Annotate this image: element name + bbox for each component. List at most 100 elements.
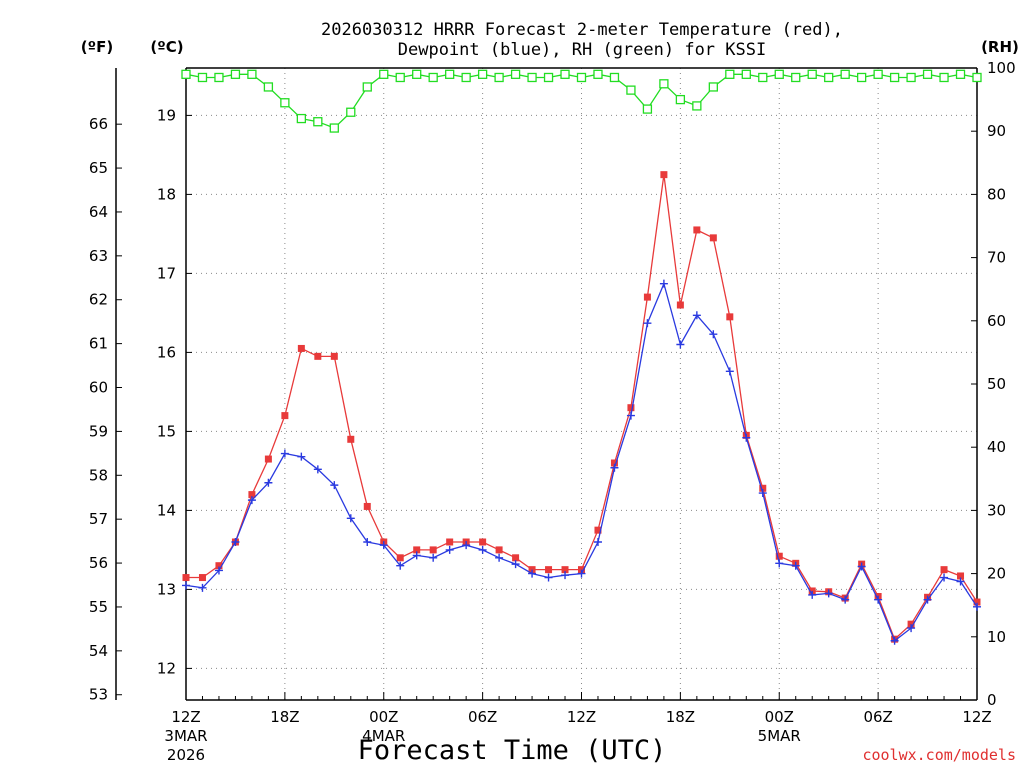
dewpoint-point xyxy=(758,489,767,498)
grid-lines xyxy=(186,68,977,700)
temperature-point xyxy=(957,572,965,580)
fahrenheit-tick-label: 53 xyxy=(89,686,108,704)
temperature-point xyxy=(545,566,553,574)
dewpoint-point xyxy=(775,559,784,568)
rh-point xyxy=(230,69,241,79)
temperature-point xyxy=(495,546,503,554)
rh-point xyxy=(642,104,653,114)
temperature-point xyxy=(198,574,206,582)
temperature-point xyxy=(759,484,767,492)
dewpoint-point xyxy=(643,319,652,328)
rh-point xyxy=(824,72,834,83)
rh-point xyxy=(791,72,801,83)
dewpoint-point xyxy=(313,465,322,474)
rh-point xyxy=(263,82,274,92)
rh-tick-label: 70 xyxy=(987,249,1006,267)
dewpoint-point xyxy=(182,581,190,590)
temperature-point xyxy=(363,502,371,510)
x-date-label: 4MAR xyxy=(362,727,405,745)
temperature-point xyxy=(709,234,717,242)
temperature-point xyxy=(446,538,454,546)
rh-point xyxy=(576,72,587,83)
dewpoint-point xyxy=(561,571,570,580)
dewpoint-point xyxy=(890,636,899,645)
rh-tick-label: 50 xyxy=(987,375,1006,393)
temperature-point xyxy=(643,293,651,301)
celsius-unit-label: (ºC) xyxy=(150,38,183,56)
rh-point xyxy=(758,72,768,83)
dewpoint-point xyxy=(610,463,619,472)
rh-point xyxy=(609,72,620,83)
temperature-point xyxy=(248,491,256,499)
rh-point xyxy=(494,72,504,83)
rh-point xyxy=(362,82,372,92)
celsius-tick-label: 13 xyxy=(157,580,176,598)
rh-point xyxy=(280,98,290,108)
dewpoint-point xyxy=(379,541,388,550)
dewpoint-line xyxy=(185,281,978,642)
rh-point xyxy=(741,69,751,79)
dewpoint-point xyxy=(956,577,965,586)
temperature-point xyxy=(264,455,272,463)
x-axis-label: Forecast Time (UTC) xyxy=(358,735,667,766)
dewpoint-point xyxy=(198,583,207,592)
dewpoint-point xyxy=(247,496,256,505)
temperature-point xyxy=(347,435,355,443)
x-date-label: 3MAR xyxy=(164,727,207,745)
fahrenheit-tick-label: 56 xyxy=(89,554,108,572)
temperature-point xyxy=(215,562,223,570)
rh-point xyxy=(856,72,867,83)
dewpoint-point xyxy=(511,560,520,569)
rh-point xyxy=(692,101,702,111)
rh-point xyxy=(939,72,949,83)
dewpoint-point xyxy=(923,595,932,604)
x-tick-label: 18Z xyxy=(270,708,299,726)
rh-point xyxy=(477,69,488,79)
dewpoint-point xyxy=(478,545,487,554)
temperature-point xyxy=(610,459,618,467)
x-tick-label: 06Z xyxy=(863,708,892,726)
temperature-point xyxy=(693,226,701,234)
dewpoint-point xyxy=(973,602,981,611)
data-series xyxy=(181,69,982,645)
rh-point xyxy=(807,69,817,79)
dewpoint-point xyxy=(626,411,635,420)
celsius-tick-label: 18 xyxy=(157,185,176,203)
rh-point xyxy=(725,69,735,79)
rh-point xyxy=(972,72,982,83)
temperature-point xyxy=(314,352,322,360)
celsius-tick-label: 19 xyxy=(157,106,176,124)
rh-point xyxy=(675,94,686,105)
dewpoint-point xyxy=(495,553,504,562)
rh-tick-label: 20 xyxy=(987,565,1006,583)
x-tick-label: 12Z xyxy=(171,708,200,726)
rh-point xyxy=(560,69,570,79)
x-date-label: 5MAR xyxy=(758,727,801,745)
rh-point xyxy=(593,69,603,79)
dewpoint-point xyxy=(297,452,306,461)
dewpoint-point xyxy=(396,561,405,570)
rh-point xyxy=(247,69,257,79)
fahrenheit-tick-label: 63 xyxy=(89,247,108,265)
temperature-point xyxy=(281,412,289,420)
fahrenheit-tick-label: 55 xyxy=(89,598,108,616)
rh-tick-label: 80 xyxy=(987,185,1006,203)
rh-point xyxy=(296,113,307,124)
dewpoint-point xyxy=(709,330,718,339)
dewpoint-point xyxy=(808,590,817,599)
rh-point xyxy=(922,69,933,79)
dewpoint-point xyxy=(857,562,866,571)
fahrenheit-tick-label: 54 xyxy=(89,642,108,660)
dewpoint-point xyxy=(445,545,454,554)
temperature-point xyxy=(627,404,635,412)
dewpoint-point xyxy=(593,538,602,546)
axes: 12 13 14 15 16 17 18 19 53 54 55 56 57 58 59 60 61 62 63 64… xyxy=(89,59,1016,764)
dewpoint-point xyxy=(528,569,537,578)
rh-tick-label: 30 xyxy=(987,501,1006,519)
rh-unit-label: (RH) xyxy=(981,38,1019,56)
fahrenheit-tick-label: 62 xyxy=(89,291,108,309)
temperature-point xyxy=(726,313,734,321)
rh-point xyxy=(510,69,521,79)
rh-tick-label: 0 xyxy=(987,691,997,709)
